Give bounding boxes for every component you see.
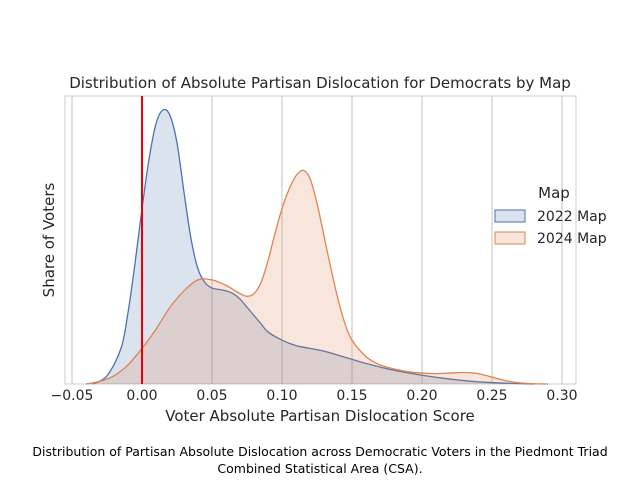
x-tick-label: 0.10 xyxy=(266,388,297,404)
plot-frame xyxy=(64,95,577,385)
x-tick-label: 0.25 xyxy=(476,388,507,404)
legend-swatch xyxy=(494,231,526,245)
legend-items: 2022 Map 2024 Map xyxy=(494,209,607,247)
caption-line-1: Distribution of Partisan Absolute Disloc… xyxy=(32,444,607,459)
legend-label: 2024 Map xyxy=(537,231,607,247)
x-tick-labels: −0.05 0.00 0.05 0.10 0.15 0.20 0.25 0.30 xyxy=(51,388,578,404)
legend-swatch xyxy=(494,209,526,223)
x-tick-label: −0.05 xyxy=(51,388,94,404)
x-tick-label: 0.30 xyxy=(546,388,577,404)
chart-title: Distribution of Absolute Partisan Disloc… xyxy=(69,74,571,92)
x-tick-label: 0.20 xyxy=(406,388,437,404)
legend: Map 2022 Map 2024 Map xyxy=(494,184,607,247)
legend-title: Map xyxy=(538,184,570,202)
x-tick-label: 0.15 xyxy=(336,388,367,404)
caption-line-2: Combined Statistical Area (CSA). xyxy=(217,461,422,476)
legend-label: 2022 Map xyxy=(537,209,607,225)
x-axis-label: Voter Absolute Partisan Dislocation Scor… xyxy=(165,407,475,425)
series-line-1 xyxy=(92,108,535,385)
x-tick-label: 0.00 xyxy=(126,388,157,404)
series-line-2 xyxy=(85,169,549,385)
series-layer xyxy=(85,108,549,385)
x-tick-label: 0.05 xyxy=(196,388,227,404)
figure-caption: Distribution of Partisan Absolute Disloc… xyxy=(32,444,607,476)
series-area-1 xyxy=(93,109,534,385)
series-area-2 xyxy=(86,170,548,384)
y-axis-label: Share of Voters xyxy=(40,182,58,297)
